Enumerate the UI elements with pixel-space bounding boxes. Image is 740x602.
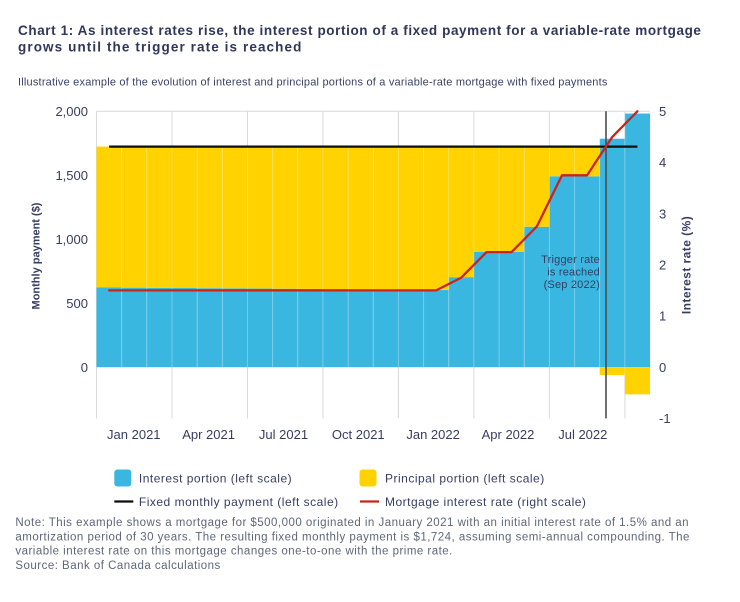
svg-text:Fixed monthly payment (left sc: Fixed monthly payment (left scale) — [139, 495, 339, 509]
svg-text:Apr 2022: Apr 2022 — [482, 427, 535, 442]
svg-text:Principal portion (left scale): Principal portion (left scale) — [385, 471, 545, 485]
svg-text:Interest rate (%): Interest rate (%) — [680, 216, 694, 314]
svg-text:Apr 2021: Apr 2021 — [182, 427, 235, 442]
svg-text:0: 0 — [81, 360, 88, 375]
svg-text:Trigger rate: Trigger rate — [541, 254, 600, 266]
svg-text:Chart 1: As interest rates ris: Chart 1: As interest rates rise, the int… — [18, 23, 702, 38]
svg-text:Monthly payment ($): Monthly payment ($) — [31, 202, 43, 309]
svg-text:3: 3 — [659, 206, 666, 221]
svg-text:Source: Bank of Canada calcula: Source: Bank of Canada calculations — [15, 560, 220, 572]
svg-text:Oct 2021: Oct 2021 — [332, 427, 385, 442]
svg-text:amortization period of 30 year: amortization period of 30 years. The res… — [15, 531, 690, 543]
svg-text:2: 2 — [659, 258, 666, 273]
svg-text:1: 1 — [659, 309, 666, 324]
svg-text:Jul 2021: Jul 2021 — [259, 427, 308, 442]
svg-text:grows until the trigger rate i: grows until the trigger rate is reached — [18, 40, 302, 55]
svg-text:Jan 2021: Jan 2021 — [107, 427, 161, 442]
svg-text:4: 4 — [659, 155, 666, 170]
svg-text:Jul 2022: Jul 2022 — [558, 427, 607, 442]
svg-text:0: 0 — [659, 360, 666, 375]
svg-text:variable interest rate on this: variable interest rate on this mortgage … — [15, 546, 452, 558]
svg-text:1,500: 1,500 — [55, 168, 88, 183]
svg-text:Mortgage interest rate (right: Mortgage interest rate (right scale) — [385, 495, 586, 509]
svg-text:is reached: is reached — [547, 267, 600, 279]
svg-text:Jan 2022: Jan 2022 — [406, 427, 460, 442]
svg-text:2,000: 2,000 — [55, 104, 88, 119]
svg-text:Note: This example shows a mor: Note: This example shows a mortgage for … — [15, 517, 689, 529]
svg-text:Illustrative example of the ev: Illustrative example of the evolution of… — [18, 77, 608, 89]
svg-text:(Sep 2022): (Sep 2022) — [544, 279, 600, 291]
svg-text:500: 500 — [66, 296, 88, 311]
svg-text:1,000: 1,000 — [55, 232, 88, 247]
svg-text:-1: -1 — [659, 411, 671, 426]
svg-text:5: 5 — [659, 104, 666, 119]
svg-text:Interest portion (left scale): Interest portion (left scale) — [139, 471, 292, 485]
